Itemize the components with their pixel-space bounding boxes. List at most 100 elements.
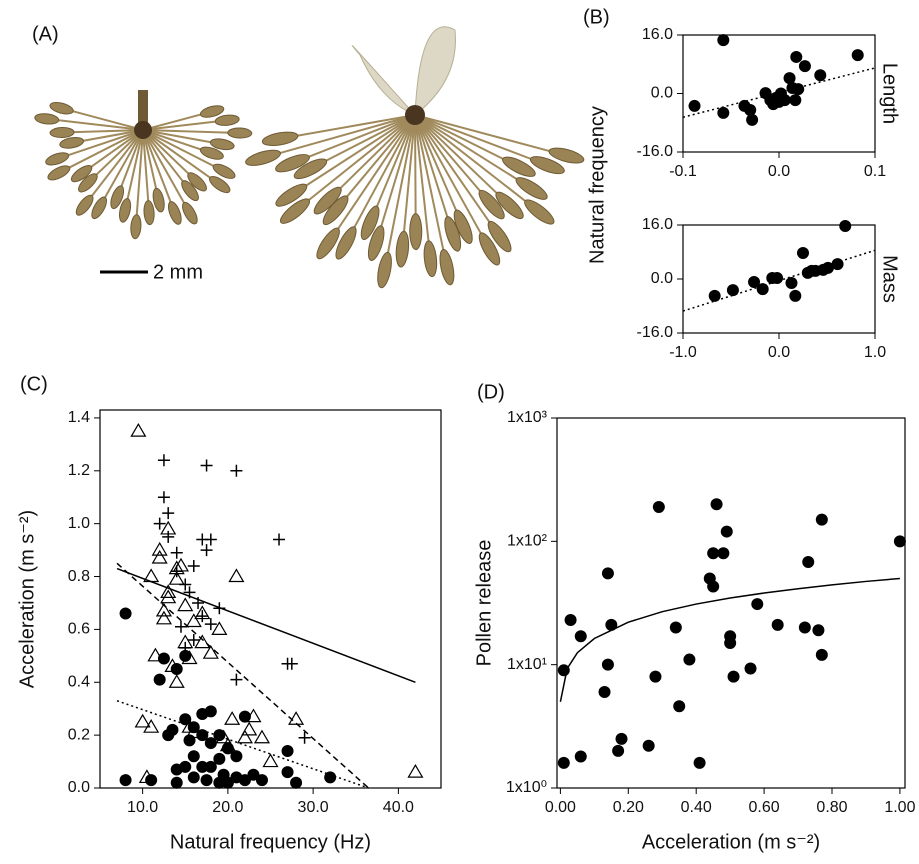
point: [187, 771, 200, 784]
point: [230, 750, 243, 763]
filament: [414, 114, 449, 218]
point: [168, 570, 185, 585]
y-tick-label: -16.0: [637, 143, 674, 160]
point: [119, 774, 132, 787]
y-tick-label: 1x10²: [507, 533, 548, 550]
point: [288, 711, 305, 725]
anther: [199, 105, 225, 118]
point: [157, 454, 170, 467]
point: [710, 498, 723, 511]
point: [707, 580, 720, 593]
y-axis-label: Pollen release: [473, 540, 495, 667]
filament: [95, 129, 144, 176]
filament: [142, 129, 211, 179]
anther: [502, 156, 536, 177]
point: [255, 774, 268, 787]
filament: [414, 114, 430, 241]
anther: [548, 147, 585, 164]
filament: [326, 114, 416, 162]
x-tick-label: 20.0: [212, 799, 243, 816]
filament: [142, 129, 190, 175]
fit-line: [682, 67, 876, 118]
anther: [478, 189, 505, 220]
filament: [353, 114, 416, 228]
y-tick-label: 0.8: [68, 568, 90, 585]
point: [771, 618, 784, 631]
point: [557, 756, 570, 769]
anther: [487, 220, 512, 253]
point: [324, 771, 337, 784]
y-tick-label: 1.0: [68, 515, 90, 532]
receptacle: [405, 105, 425, 125]
point: [281, 744, 294, 757]
x-tick-label: 0.60: [749, 799, 780, 816]
wing: [414, 26, 456, 117]
point: [170, 663, 183, 676]
point: [790, 50, 803, 63]
filament: [308, 114, 416, 158]
filament: [414, 114, 531, 160]
anther: [524, 199, 555, 225]
anther: [293, 158, 328, 180]
point: [185, 724, 202, 739]
point: [724, 636, 737, 649]
point: [262, 753, 279, 768]
plot-frame: [556, 417, 906, 789]
point: [253, 729, 271, 744]
side-label: Mass: [879, 255, 901, 303]
point: [812, 624, 825, 637]
fit-line: [559, 577, 900, 702]
point: [683, 653, 696, 666]
scale-bar-label: 2 mm: [153, 261, 203, 283]
filament: [142, 129, 158, 189]
point: [756, 283, 769, 296]
point: [574, 750, 587, 763]
point: [612, 744, 625, 757]
anther: [49, 101, 74, 115]
x-axis-label: Natural frequency (Hz): [170, 831, 371, 853]
point: [170, 546, 183, 559]
y-tick-label: 1x10⁰: [506, 779, 547, 796]
x-tick-label: 0.40: [681, 799, 712, 816]
filament: [142, 129, 172, 203]
anther: [275, 183, 308, 207]
point: [181, 650, 198, 665]
filament: [339, 114, 416, 189]
point: [211, 621, 228, 635]
anther: [478, 232, 501, 266]
anther: [275, 154, 310, 173]
point: [789, 289, 802, 302]
filament: [414, 114, 550, 152]
point: [160, 589, 177, 604]
receptacle: [134, 121, 152, 139]
y-tick-label: 1.2: [68, 462, 90, 479]
filament: [414, 114, 498, 194]
point: [187, 633, 200, 646]
x-tick-label: 10.0: [127, 799, 158, 816]
x-tick-label: 40.0: [383, 799, 414, 816]
point: [143, 719, 160, 733]
anther: [59, 136, 85, 149]
point: [798, 621, 811, 634]
point: [802, 555, 815, 568]
point: [147, 647, 164, 662]
anther: [130, 214, 142, 240]
x-tick-label: 0.20: [613, 799, 644, 816]
point: [160, 584, 177, 598]
point: [155, 602, 172, 617]
point: [839, 220, 852, 233]
anther: [75, 194, 94, 216]
filament: [337, 114, 416, 230]
filament: [387, 114, 416, 253]
point: [792, 83, 805, 96]
anther: [118, 198, 132, 223]
anther: [70, 165, 93, 183]
point: [153, 673, 166, 686]
point: [174, 620, 187, 633]
point: [196, 760, 209, 773]
filament: [142, 129, 214, 167]
point: [273, 533, 286, 546]
stalk: [138, 90, 148, 130]
point: [145, 774, 158, 787]
point: [187, 750, 200, 763]
